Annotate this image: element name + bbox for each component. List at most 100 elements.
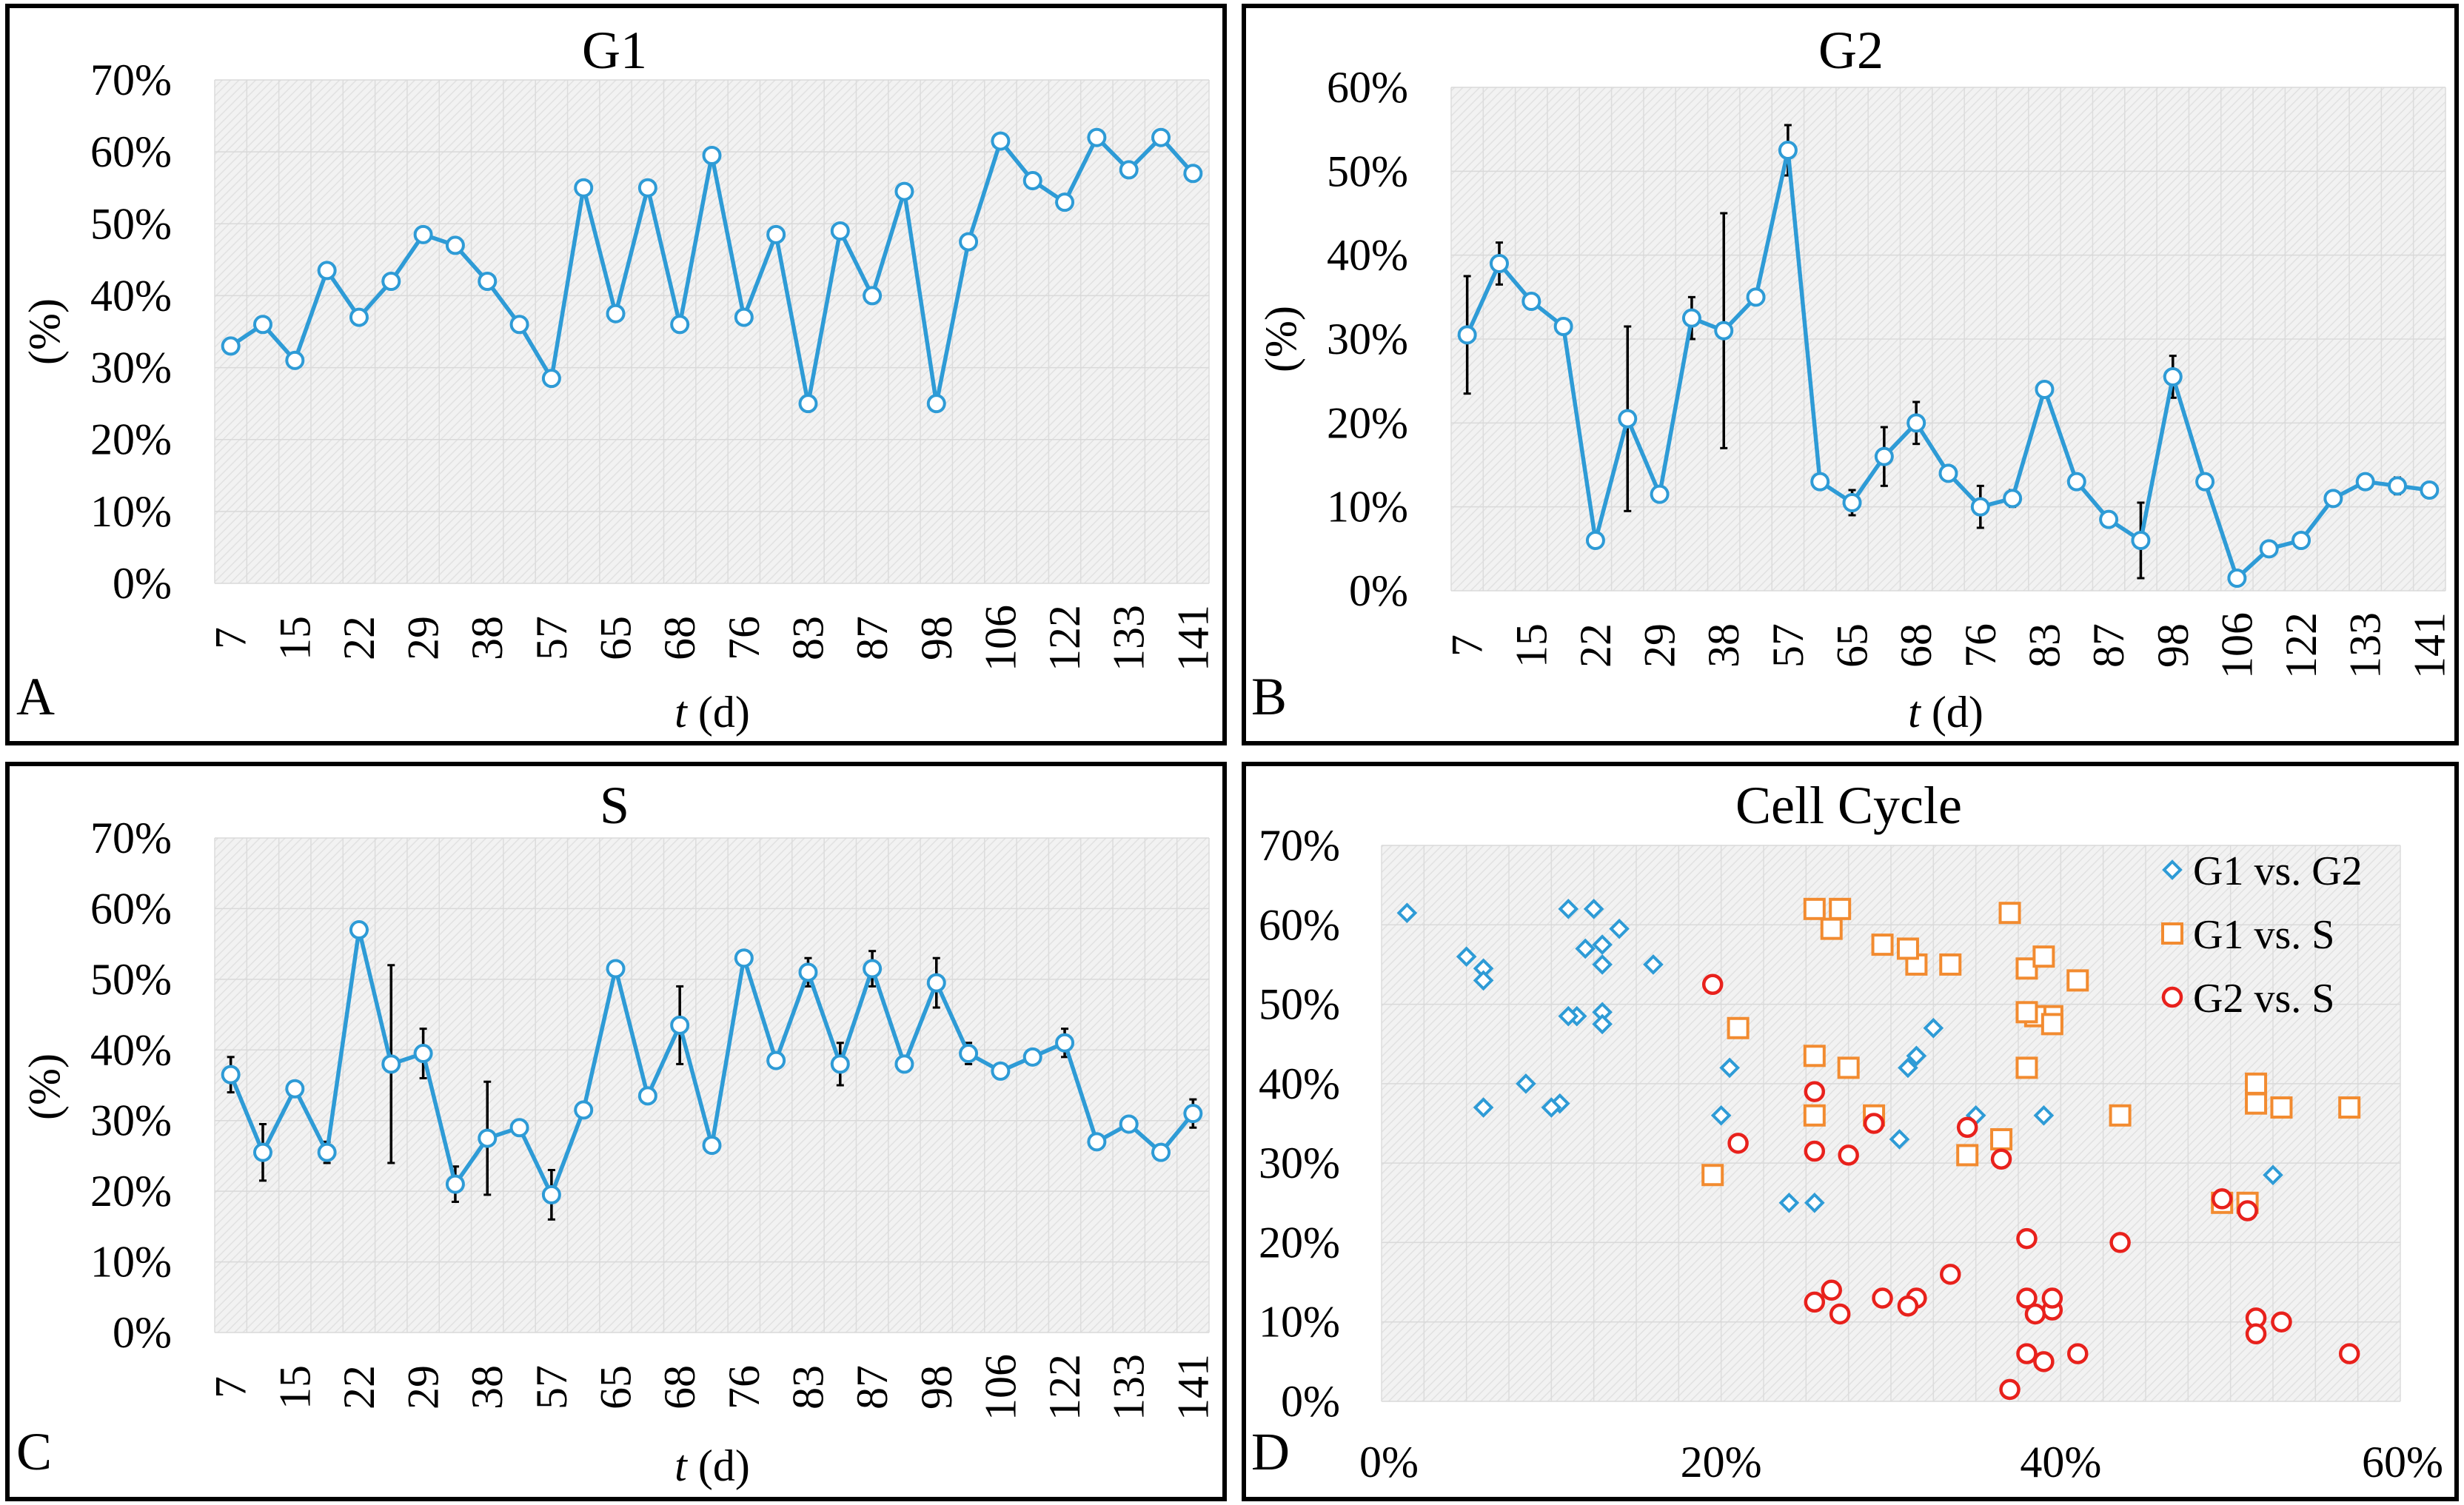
panel-a-x-tick-label: 87 [848,616,897,660]
panel-d-diamond-point [1583,899,1604,919]
panel-c-y-tick-label: 40% [90,1025,172,1074]
panel-c-x-ticks: 7 15 22 29 38 57 65 68 76 83 87 98 106 122 133 141 [207,1354,1218,1421]
panel-d-title: Cell Cycle [1735,776,1962,835]
panel-d-square-point [2015,1001,2038,1024]
panel-d-diamond-point [1592,954,1613,975]
panel-c-data-point [1087,1132,1107,1152]
panel-d-legend-square-icon [2161,922,2183,945]
panel-d-diamond-point [1906,1045,1927,1067]
panel-d-square-point [1990,1127,2013,1150]
panel-b-x-tick-label: 15 [1507,623,1556,668]
panel-c-data-point [702,1136,722,1156]
panel-d-diamond-point [1558,899,1579,919]
panel-b-data-point [2388,476,2408,496]
panel-a-gridlines [214,79,1210,584]
panel-c-data-point [766,1050,786,1070]
panel-d-square-point [2109,1104,2132,1127]
panel-d-circle-point [2338,1343,2360,1364]
panel-a-y-tick-label: 50% [90,199,172,248]
panel-a-data-point [1055,192,1075,212]
panel-d-circle-point [1956,1116,1978,1139]
panel-d-diamond-point [1558,1005,1579,1027]
panel-d-y-tick-label: 40% [1259,1059,1340,1108]
panel-d-square-point [1803,897,1826,920]
panel-c-series [221,920,1203,1221]
panel-a-x-tick-label: 122 [1040,605,1089,671]
panel-b-data-point [2066,472,2086,492]
panel-c-y-tick-label: 0% [113,1308,172,1357]
panel-b-data-point [1778,141,1798,160]
panel-d-x-ticks: 0% 20% 40% 60% [1359,1438,2443,1486]
panel-d-square-point [2245,1092,2268,1115]
panel-a-x-tick-label: 98 [912,616,961,660]
panel-d-circle-point [1990,1148,2012,1170]
panel-c-data-point [1055,1033,1075,1053]
panel-c-y-tick-label: 30% [90,1096,172,1145]
panel-d-square-point [2040,1013,2063,1036]
panel-d-circle-point [2033,1351,2055,1372]
panel-a-x-tick-label: 57 [527,616,576,660]
panel-c-x-tick-label: 87 [848,1365,897,1410]
panel-c-data-point [991,1061,1011,1081]
panel-c-data-point [1183,1104,1203,1124]
panel-b-x-axis-label-unit: (d) [1921,688,1983,737]
panel-a-x-tick-label: 76 [720,616,769,660]
panel-c-x-axis-label: t (d) [674,1441,750,1490]
panel-d-diamond-point [1396,902,1418,924]
panel-a-y-ticks: 0% 10% 20% 30% 40% 50% 60% 70% [90,56,172,608]
panel-a-data-point [1119,160,1139,180]
panel-a-data-point [1183,164,1203,184]
panel-b-x-ticks: 7 15 22 29 38 57 65 68 76 83 87 98 106 122 133 141 [1443,612,2454,679]
panel-a-x-tick-label: 15 [270,616,319,660]
panel-b-y-tick-label: 10% [1327,483,1408,532]
panel-c-x-tick-label: 29 [399,1365,448,1410]
panel-d-square-point [1871,933,1894,956]
panel-d-y-tick-label: 60% [1259,900,1340,949]
panel-d-diamond-point [1719,1057,1740,1079]
panel-b-data-point [2259,539,2279,559]
panel-b-y-axis-label: (%) [1256,306,1305,372]
panel-c-x-tick-label: 65 [592,1365,640,1410]
panel-b-data-point [2355,472,2375,492]
panel-d-square-point [1837,1056,1860,1079]
panel-b-data-point [2003,489,2023,509]
panel-b-data-point [1938,463,1958,483]
panel-a-data-point [413,224,433,244]
panel-d-square-point [2015,1056,2038,1079]
panel-b-series [1457,124,2440,588]
panel-c-x-tick-label: 15 [270,1365,319,1410]
panel-c-data-point [1151,1142,1171,1162]
panel-d-circle-point [1804,1291,1826,1313]
panel-b-data-point [2227,569,2247,588]
panel-d-square-point [1829,897,1852,920]
panel-b-data-point [1810,472,1830,492]
panel-d-circle-point [2041,1287,2063,1309]
panel-d-y-ticks: 0% 10% 20% 30% 40% 50% 60% 70% [1259,821,1340,1426]
panel-d-square-point [1896,937,1919,960]
panel-d-diamond-point [1710,1105,1732,1126]
panel-c-y-tick-label: 70% [90,814,172,862]
panel-b-x-tick-label: 57 [1764,623,1812,668]
panel-c-data-point [1119,1114,1139,1134]
panel-d-circle-point [1821,1279,1842,1301]
panel-d-square-point [1939,953,1962,976]
panel-d-legend-circle-icon [2161,986,2183,1008]
panel-b-data-point [1906,413,1926,433]
panel-c-x-tick-label: 83 [783,1365,832,1410]
panel-a-y-tick-label: 10% [90,487,172,536]
panel-d-x-tick-label: 40% [2020,1438,2101,1486]
panel-a-x-tick-label: 68 [655,616,704,660]
panel-d-circle-point [2271,1311,2292,1333]
panel-d-square-point [2245,1072,2268,1095]
panel-c-data-point [317,1142,337,1162]
panel-b-x-tick-label: 68 [1892,623,1941,668]
panel-d-circle-point [1804,1140,1826,1162]
panel-b-data-point [1746,287,1766,307]
panel-a-letter: A [16,667,55,726]
panel-d-y-tick-label: 10% [1259,1298,1340,1347]
panel-c-x-tick-label: 38 [463,1365,512,1410]
panel-d-letter: D [1251,1422,1290,1481]
panel-c-data-point [221,1065,241,1085]
panel-b-y-ticks: 0% 10% 20% 30% 40% 50% 60% [1327,63,1408,615]
panel-b-data-point [1681,308,1701,328]
